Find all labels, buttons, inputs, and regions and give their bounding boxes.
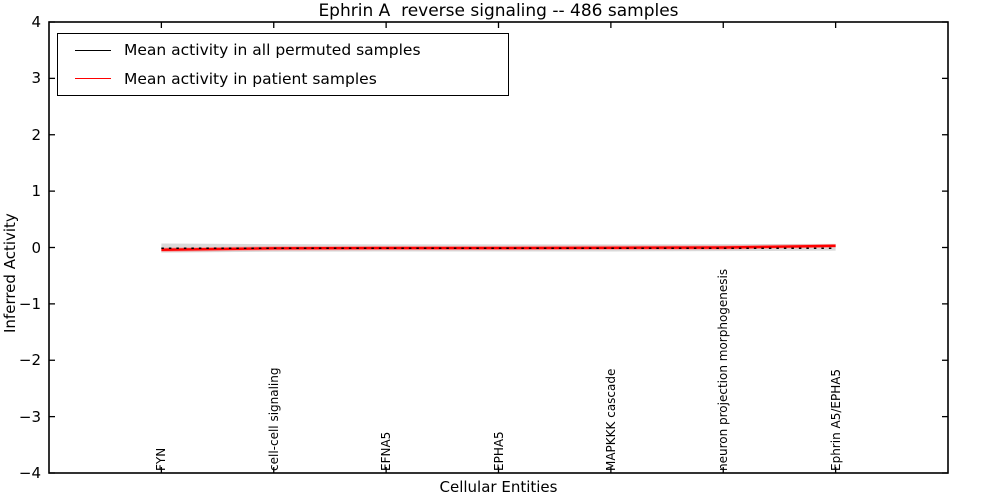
data-line-patient bbox=[161, 244, 836, 251]
y-tick-label: 2 bbox=[31, 125, 41, 144]
legend-item-permuted: Mean activity in all permuted samples bbox=[58, 36, 508, 64]
patient-std-lower-line bbox=[161, 246, 836, 252]
plot-title: Ephrin A reverse signaling -- 486 sample… bbox=[318, 1, 679, 21]
patient-std-upper-line bbox=[161, 243, 836, 250]
x-tick-label: neuron projection morphogenesis bbox=[716, 268, 731, 471]
legend-line-permuted bbox=[75, 49, 111, 51]
y-tick-label: 3 bbox=[31, 69, 41, 88]
x-tick-label: cell-cell signaling bbox=[266, 367, 281, 472]
legend-label-patient: Mean activity in patient samples bbox=[124, 69, 377, 88]
y-tick-label: 1 bbox=[31, 182, 41, 201]
x-axis-label: Cellular Entities bbox=[439, 478, 558, 496]
legend: Mean activity in all permuted samples Me… bbox=[57, 33, 509, 96]
y-tick-label: −2 bbox=[18, 351, 41, 370]
legend-label-permuted: Mean activity in all permuted samples bbox=[124, 41, 421, 60]
y-tick-label: 0 bbox=[31, 238, 41, 257]
x-tick-label: FYN bbox=[154, 447, 169, 471]
y-axis-label: Inferred Activity bbox=[1, 213, 19, 333]
x-tick-label: Ephrin A5/EPHA5 bbox=[828, 368, 843, 471]
y-tick-label: 4 bbox=[31, 13, 41, 31]
x-tick-label: EPHA5 bbox=[491, 431, 506, 471]
legend-item-patient: Mean activity in patient samples bbox=[58, 65, 508, 93]
x-tick-label: MAPKKK cascade bbox=[603, 368, 618, 471]
legend-line-patient bbox=[75, 78, 111, 80]
y-tick-label: −1 bbox=[18, 294, 41, 313]
y-tick-label: −3 bbox=[18, 407, 41, 426]
x-tick-label: EFNA5 bbox=[379, 431, 394, 471]
y-tick-label: −4 bbox=[18, 464, 41, 482]
